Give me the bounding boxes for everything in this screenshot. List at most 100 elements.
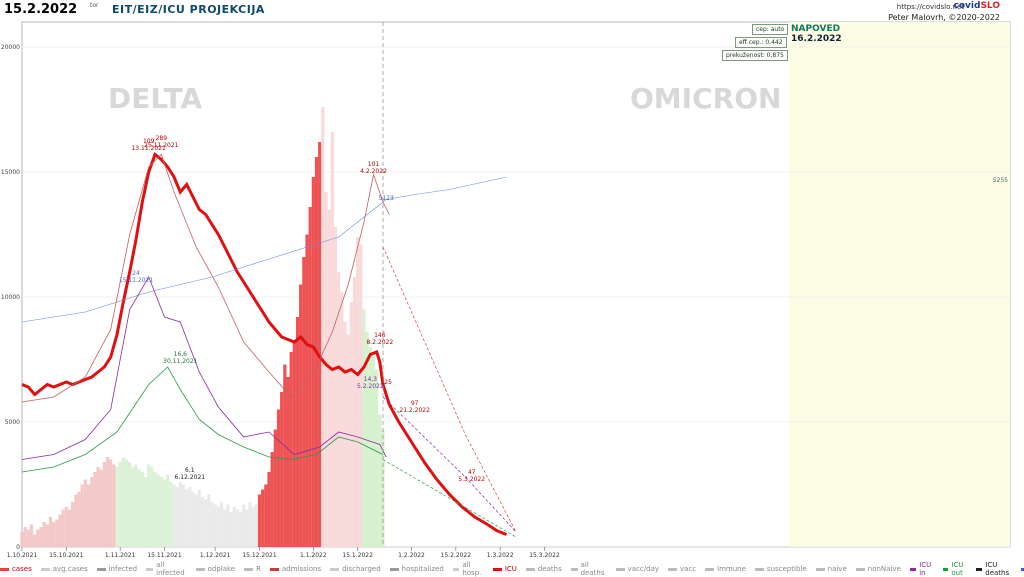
case-bar	[134, 464, 138, 547]
brand-a: covid	[953, 1, 981, 11]
case-bar	[39, 527, 43, 547]
data-label-date: 8.2.2022	[366, 339, 393, 346]
legend-item[interactable]: odplake	[195, 565, 236, 573]
case-bar	[29, 524, 34, 547]
case-bar	[61, 509, 65, 547]
case-bar	[124, 459, 129, 547]
x-tick-label: 15.3.2022	[529, 552, 560, 559]
legend-item[interactable]: discharged	[330, 565, 381, 573]
legend-label: avg.cases	[52, 565, 88, 573]
legend-item[interactable]: deaths	[525, 565, 562, 573]
case-bar	[261, 489, 265, 547]
legend-item[interactable]: ICU deaths	[976, 561, 1012, 577]
forecast-date: 16.2.2022	[791, 34, 842, 44]
case-bar	[248, 502, 252, 547]
legend-swatch	[570, 567, 578, 571]
case-bar	[349, 302, 353, 547]
case-bar	[302, 257, 306, 547]
legend-item[interactable]: avg.cases	[40, 565, 88, 573]
legend-item[interactable]: all ICU	[1020, 561, 1024, 577]
legend-item[interactable]: all infected	[146, 561, 187, 577]
case-bar	[352, 277, 357, 547]
legend-label: susceptible	[766, 565, 807, 573]
legend-item[interactable]: immune	[705, 565, 746, 573]
case-bar	[93, 472, 97, 547]
case-bar	[280, 392, 284, 547]
legend-item[interactable]: susceptible	[754, 565, 807, 573]
legend-item[interactable]: naive	[815, 565, 847, 573]
case-bar	[270, 452, 274, 547]
case-bar	[245, 509, 249, 547]
case-bar	[118, 462, 122, 547]
legend-item[interactable]: all hosp.	[452, 561, 484, 577]
case-bar	[289, 352, 293, 547]
legend-label: odplake	[207, 565, 236, 573]
legend-item[interactable]: ICU in	[909, 561, 934, 577]
case-bar	[80, 484, 84, 547]
legend-swatch	[754, 567, 764, 571]
legend-item[interactable]: vacc	[668, 565, 696, 573]
x-tick-label: 1.11.2021	[105, 552, 136, 559]
grid-lines	[21, 46, 1010, 551]
legend-item[interactable]: admissions	[269, 565, 321, 573]
case-bar	[305, 234, 309, 547]
legend-label: nonNaive	[867, 565, 901, 573]
legend-item[interactable]: all deaths	[570, 561, 607, 577]
legend-item[interactable]: ICU	[492, 565, 517, 573]
legend-swatch	[615, 567, 625, 571]
case-bar	[321, 107, 325, 547]
case-bar	[324, 192, 328, 547]
case-bar	[23, 527, 27, 547]
case-bar	[257, 494, 262, 547]
case-bar	[216, 507, 220, 547]
legend-item[interactable]: cases	[0, 565, 32, 573]
case-bar	[48, 517, 53, 547]
data-label: 109	[143, 138, 155, 145]
case-bar	[368, 347, 372, 547]
case-bar	[340, 292, 344, 547]
case-bar	[159, 477, 163, 547]
data-label-date: 5.2.2022	[357, 383, 384, 390]
legend-item[interactable]: R	[244, 565, 261, 573]
legend-item[interactable]: vacc/day	[615, 565, 659, 573]
x-tick-label: 1.3.2022	[487, 552, 514, 559]
legend-swatch	[855, 567, 865, 571]
case-bar	[299, 284, 303, 547]
case-bar	[283, 364, 287, 547]
legend-item[interactable]: hospitalized	[389, 565, 444, 573]
case-bar	[36, 529, 40, 547]
case-bar	[235, 509, 239, 547]
case-bar	[55, 519, 59, 547]
legend-label: all infected	[156, 561, 185, 577]
case-bar	[223, 509, 227, 547]
legend-swatch	[244, 567, 254, 571]
author-credit: Peter Malovrh, ©2020-2022	[888, 13, 1000, 22]
case-bar	[166, 474, 170, 547]
data-label: 97	[411, 400, 419, 407]
case-bar	[150, 467, 154, 547]
cep-box: cep: auto	[752, 24, 789, 35]
chart-title: EIT/EIZ/ICU PROJEKCIJA	[112, 3, 265, 16]
legend-label: discharged	[342, 565, 381, 573]
case-bar	[327, 209, 331, 547]
legend-item[interactable]: ICU out	[942, 561, 967, 577]
source-url[interactable]: https://covidslo.net	[896, 3, 964, 11]
case-bar	[359, 244, 363, 547]
case-bar	[33, 534, 37, 547]
legend-item[interactable]: infected	[96, 565, 137, 573]
case-bar	[356, 237, 360, 547]
case-bar	[204, 499, 208, 547]
legend-swatch	[269, 567, 279, 571]
legend-swatch	[705, 567, 715, 571]
case-bar	[26, 529, 30, 547]
case-bar	[346, 334, 350, 547]
icu-line	[21, 152, 508, 536]
legend-label: all deaths	[580, 561, 605, 577]
icu-last-label: 125	[380, 379, 392, 386]
case-bar	[381, 429, 385, 547]
y-tick-label: 20000	[1, 44, 20, 51]
case-bar	[194, 494, 198, 547]
legend-item[interactable]: nonNaive	[855, 565, 901, 573]
case-bar	[112, 464, 116, 547]
